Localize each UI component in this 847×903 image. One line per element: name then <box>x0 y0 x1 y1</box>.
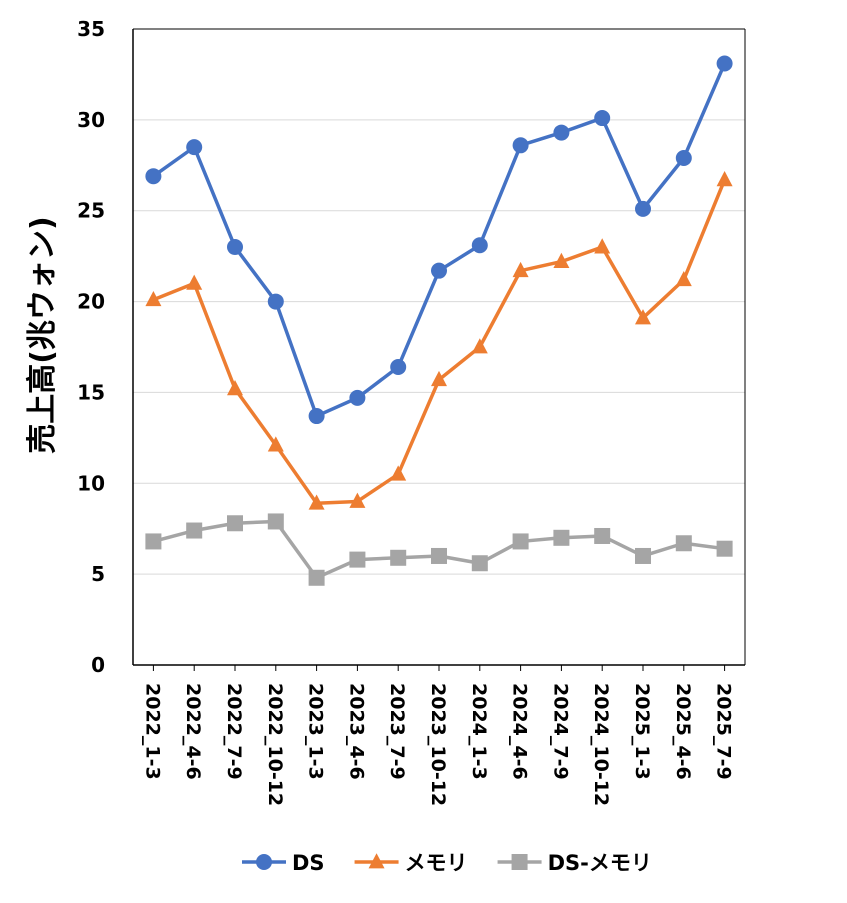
data-point <box>471 338 488 354</box>
x-tick-label: 2024_7-9 <box>549 683 571 780</box>
data-point <box>308 408 325 425</box>
y-tick-label: 5 <box>91 562 105 586</box>
x-tick-label: 2022_10-12 <box>264 683 286 806</box>
series-DS <box>145 55 733 425</box>
data-point <box>227 239 243 256</box>
series-group <box>145 55 733 586</box>
data-point <box>471 555 488 572</box>
data-point <box>390 465 407 481</box>
series-DS-メモリ <box>145 513 733 586</box>
legend-item: DS-メモリ <box>497 851 652 875</box>
data-point <box>716 55 733 72</box>
y-axis-label: 売上高(兆ウォン) <box>25 216 60 453</box>
legend-label: DS <box>292 851 325 875</box>
y-tick-label: 30 <box>77 108 105 132</box>
data-point <box>308 569 325 586</box>
x-tick-label: 2023_1-3 <box>305 683 327 780</box>
data-point <box>675 150 692 167</box>
data-point <box>145 533 162 550</box>
data-point <box>431 370 447 387</box>
data-point <box>349 389 366 406</box>
data-point <box>553 124 570 141</box>
data-point <box>186 139 203 156</box>
data-point <box>390 549 407 566</box>
x-tick-label: 2024_10-12 <box>590 683 612 806</box>
data-point <box>716 171 733 187</box>
data-point <box>349 492 366 508</box>
x-tick-label: 2024_4-6 <box>509 683 531 780</box>
data-point <box>635 200 651 217</box>
series-line <box>152 179 727 506</box>
x-tick-label: 2022_1-3 <box>141 683 163 780</box>
y-tick-label: 20 <box>77 290 105 314</box>
x-tick-label: 2022_4-6 <box>182 683 204 780</box>
series-line <box>152 62 727 418</box>
data-point <box>635 547 651 564</box>
data-point <box>145 290 162 307</box>
x-tick-label: 2023_10-12 <box>427 683 449 806</box>
data-point <box>553 529 570 546</box>
data-point <box>471 237 488 254</box>
data-point <box>431 262 447 279</box>
data-point <box>145 168 162 185</box>
data-point <box>675 270 692 287</box>
data-point <box>512 261 529 278</box>
y-tick-label: 35 <box>77 17 105 41</box>
data-point <box>716 540 733 557</box>
data-point <box>512 533 529 550</box>
data-point <box>267 513 284 530</box>
legend-item: DS <box>242 851 325 875</box>
legend-label: DS-メモリ <box>548 851 652 875</box>
legend-label: メモリ <box>405 851 468 875</box>
y-tick-label: 25 <box>77 199 105 223</box>
data-point <box>635 309 651 325</box>
legend: DS メモリ DS-メモリ <box>242 851 652 875</box>
data-point <box>227 379 243 396</box>
data-point <box>594 238 611 254</box>
x-tick-label: 2023_7-9 <box>386 683 408 780</box>
data-point <box>349 551 366 568</box>
legend-item: メモリ <box>354 851 468 875</box>
y-tick-label: 15 <box>77 380 105 404</box>
data-point <box>512 137 529 154</box>
data-point <box>390 358 407 375</box>
data-point <box>594 527 611 544</box>
data-point <box>308 494 325 510</box>
data-point <box>227 515 243 532</box>
y-tick-label: 10 <box>77 471 105 495</box>
x-tick-label: 2025_4-6 <box>672 683 694 780</box>
data-point <box>553 252 570 268</box>
x-tick-label: 2022_7-9 <box>223 683 245 780</box>
x-tick-label: 2025_7-9 <box>713 683 735 780</box>
data-point <box>675 535 692 552</box>
y-tick-label: 0 <box>91 653 105 677</box>
data-point <box>186 274 203 290</box>
data-point <box>186 522 203 539</box>
x-tick-label: 2024_1-3 <box>468 683 490 780</box>
gridlines <box>133 28 745 575</box>
x-tick-label: 2025_1-3 <box>631 683 653 780</box>
data-point <box>267 293 284 310</box>
x-tick-label: 2023_4-6 <box>345 683 367 780</box>
x-axis: 2022_1-3 2022_4-6 2022_7-9 2022_10-12 2023_1… <box>132 28 746 806</box>
series-メモリ <box>145 171 733 510</box>
data-point <box>267 436 284 452</box>
y-axis-ticks: 0 5 10 15 20 25 30 35 <box>77 17 105 677</box>
data-point <box>256 854 272 870</box>
data-point <box>368 853 385 869</box>
data-point <box>511 854 528 870</box>
data-point <box>594 110 611 127</box>
data-point <box>431 547 447 564</box>
